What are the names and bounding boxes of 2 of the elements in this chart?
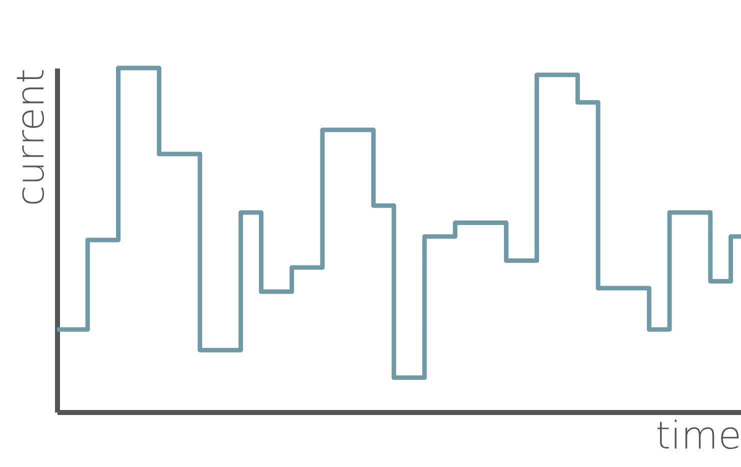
y-axis-title: current	[8, 68, 52, 206]
x-axis-title: time	[656, 414, 741, 458]
